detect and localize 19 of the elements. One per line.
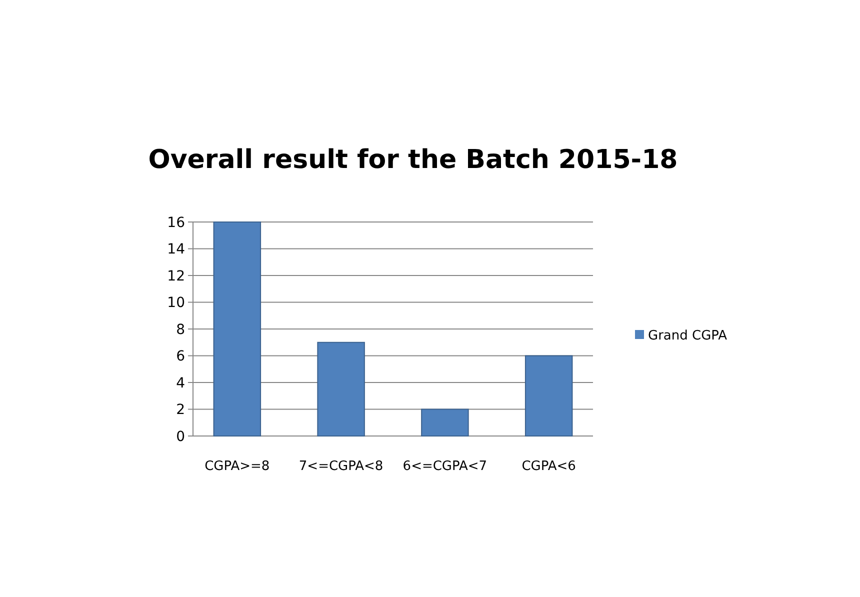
y-tick-label: 12 [167, 268, 185, 284]
bar [213, 222, 262, 436]
y-tick-label: 4 [176, 375, 186, 392]
y-tick-label: 8 [176, 322, 185, 338]
x-tick-label: 7<=CGPA<8 [298, 459, 384, 474]
x-tick-label: CGPA>=8 [204, 459, 270, 474]
y-tick-label: 2 [176, 402, 185, 418]
bar [524, 355, 573, 436]
x-tick-label: CGPA<6 [522, 459, 576, 474]
legend-label: Grand CGPA [648, 328, 728, 344]
bar [421, 408, 469, 436]
y-tick-label: 10 [167, 295, 185, 312]
y-tick-label: 6 [176, 348, 186, 365]
bar [317, 342, 365, 436]
y-tick-label: 0 [176, 428, 185, 445]
chart-title: Overall result for the Batch 2015-18 [148, 145, 678, 175]
y-tick-label: 14 [167, 242, 186, 258]
y-tick-label: 16 [167, 214, 186, 231]
x-tick-label: 6<=CGPA<7 [402, 459, 488, 474]
